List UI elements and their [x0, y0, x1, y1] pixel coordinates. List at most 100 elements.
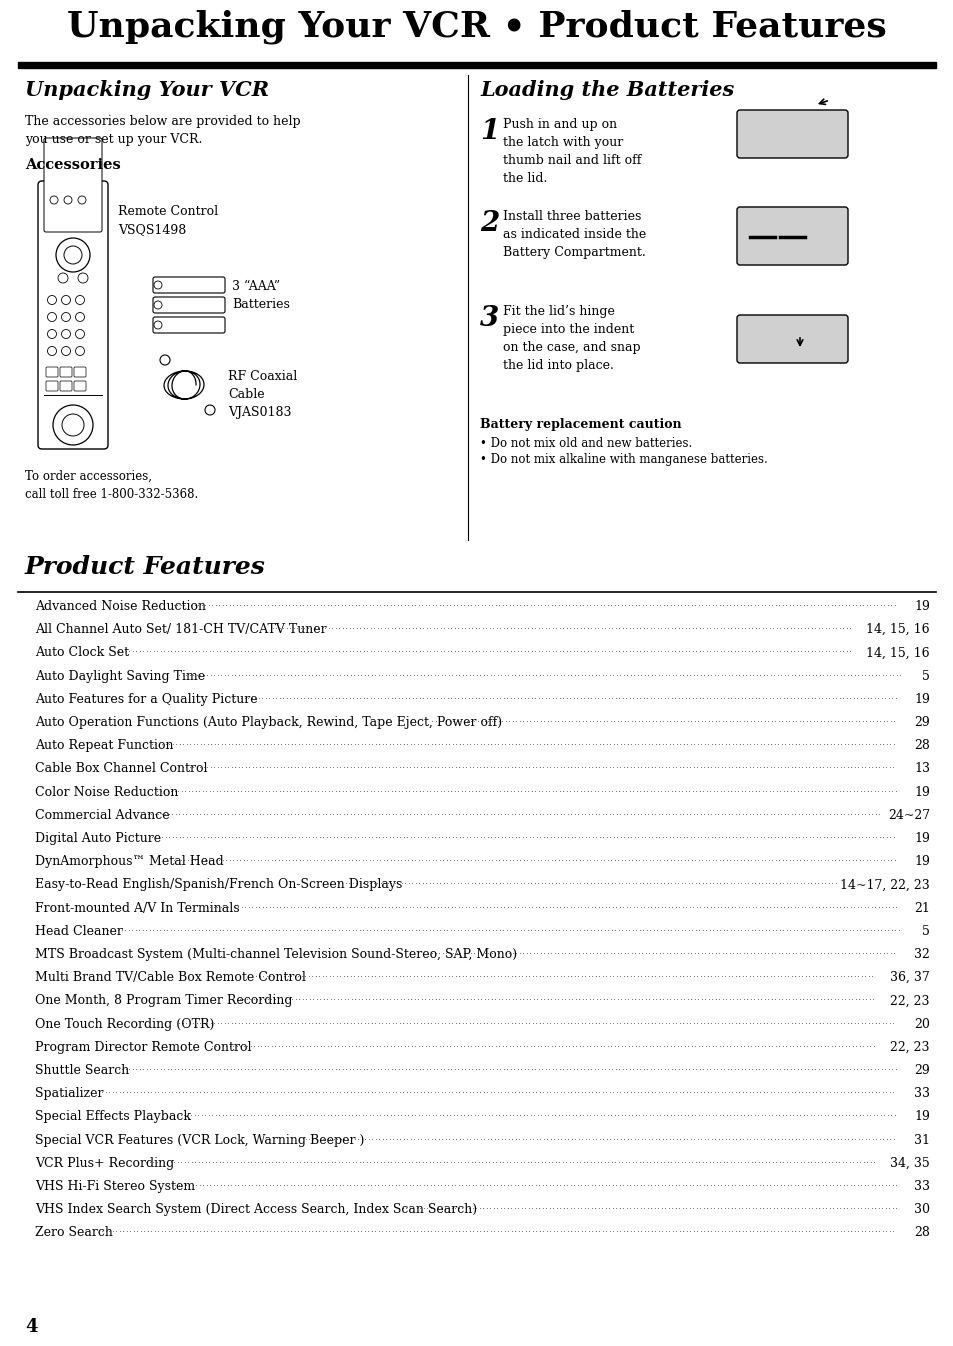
Text: Special VCR Features (VCR Lock, Warning Beeper ): Special VCR Features (VCR Lock, Warning … — [35, 1133, 364, 1147]
Text: Commercial Advance: Commercial Advance — [35, 809, 170, 822]
Text: 19: 19 — [913, 1110, 929, 1124]
Text: MTS Broadcast System (Multi-channel Television Sound-Stereo, SAP, Mono): MTS Broadcast System (Multi-channel Tele… — [35, 948, 517, 961]
Circle shape — [62, 415, 84, 436]
Circle shape — [64, 197, 71, 205]
FancyBboxPatch shape — [44, 139, 102, 232]
FancyBboxPatch shape — [737, 315, 847, 363]
Text: Battery replacement caution: Battery replacement caution — [479, 419, 680, 431]
Text: 4: 4 — [25, 1318, 37, 1337]
Text: VCR Plus+ Recording: VCR Plus+ Recording — [35, 1156, 174, 1170]
Circle shape — [48, 312, 56, 322]
Circle shape — [75, 346, 85, 355]
Text: 14~17, 22, 23: 14~17, 22, 23 — [840, 879, 929, 891]
Text: 29: 29 — [913, 1063, 929, 1077]
Bar — [18, 62, 935, 69]
Text: One Month, 8 Program Timer Recording: One Month, 8 Program Timer Recording — [35, 995, 293, 1007]
Text: The accessories below are provided to help
you use or set up your VCR.: The accessories below are provided to he… — [25, 114, 300, 145]
Circle shape — [53, 405, 92, 446]
Text: 32: 32 — [913, 948, 929, 961]
Text: Special Effects Playback: Special Effects Playback — [35, 1110, 191, 1124]
Text: 19: 19 — [913, 832, 929, 845]
Text: Zero Search: Zero Search — [35, 1226, 112, 1240]
Text: Unpacking Your VCR: Unpacking Your VCR — [25, 79, 269, 100]
Text: 30: 30 — [913, 1203, 929, 1217]
Text: DynAmorphous™ Metal Head: DynAmorphous™ Metal Head — [35, 855, 224, 868]
Text: Front-mounted A/V In Terminals: Front-mounted A/V In Terminals — [35, 902, 239, 914]
Text: Auto Clock Set: Auto Clock Set — [35, 646, 129, 660]
Text: 33: 33 — [913, 1088, 929, 1100]
Circle shape — [61, 330, 71, 338]
Text: • Do not mix old and new batteries.: • Do not mix old and new batteries. — [479, 437, 692, 450]
Text: 19: 19 — [913, 786, 929, 798]
Text: Easy-to-Read English/Spanish/French On-Screen Displays: Easy-to-Read English/Spanish/French On-S… — [35, 879, 402, 891]
Text: 3: 3 — [479, 306, 498, 332]
Circle shape — [78, 197, 86, 205]
Text: 24~27: 24~27 — [887, 809, 929, 822]
FancyBboxPatch shape — [152, 297, 225, 314]
Text: Color Noise Reduction: Color Noise Reduction — [35, 786, 178, 798]
Text: Auto Repeat Function: Auto Repeat Function — [35, 739, 173, 752]
FancyBboxPatch shape — [152, 318, 225, 332]
Text: Auto Operation Functions (Auto Playback, Rewind, Tape Eject, Power off): Auto Operation Functions (Auto Playback,… — [35, 716, 501, 730]
Text: 22, 23: 22, 23 — [889, 1040, 929, 1054]
FancyBboxPatch shape — [38, 180, 108, 450]
Text: 34, 35: 34, 35 — [889, 1156, 929, 1170]
FancyBboxPatch shape — [74, 381, 86, 390]
Text: Cable Box Channel Control: Cable Box Channel Control — [35, 762, 208, 775]
Text: 29: 29 — [913, 716, 929, 730]
Circle shape — [48, 346, 56, 355]
Text: 2: 2 — [479, 210, 498, 237]
Text: 13: 13 — [913, 762, 929, 775]
FancyBboxPatch shape — [152, 277, 225, 293]
Text: Fit the lid’s hinge
piece into the indent
on the case, and snap
the lid into pla: Fit the lid’s hinge piece into the inden… — [502, 306, 640, 371]
FancyBboxPatch shape — [60, 381, 71, 390]
FancyBboxPatch shape — [60, 367, 71, 377]
Text: 14, 15, 16: 14, 15, 16 — [865, 646, 929, 660]
Text: Program Director Remote Control: Program Director Remote Control — [35, 1040, 252, 1054]
Text: 33: 33 — [913, 1180, 929, 1193]
Text: Spatializer: Spatializer — [35, 1088, 103, 1100]
Text: 3 “AAA”
Batteries: 3 “AAA” Batteries — [232, 280, 290, 311]
Text: 14, 15, 16: 14, 15, 16 — [865, 623, 929, 637]
Circle shape — [56, 238, 90, 272]
Text: Product Features: Product Features — [25, 555, 266, 579]
Text: VHS Index Search System (Direct Access Search, Index Scan Search): VHS Index Search System (Direct Access S… — [35, 1203, 476, 1217]
Text: 5: 5 — [922, 925, 929, 938]
Circle shape — [58, 273, 68, 283]
Text: Remote Control
VSQS1498: Remote Control VSQS1498 — [118, 205, 218, 236]
Text: Auto Daylight Saving Time: Auto Daylight Saving Time — [35, 669, 205, 682]
Text: To order accessories,
call toll free 1-800-332-5368.: To order accessories, call toll free 1-8… — [25, 470, 198, 501]
FancyBboxPatch shape — [46, 381, 58, 390]
Text: 5: 5 — [922, 669, 929, 682]
Text: 1: 1 — [479, 118, 498, 145]
FancyBboxPatch shape — [737, 207, 847, 265]
Text: Digital Auto Picture: Digital Auto Picture — [35, 832, 161, 845]
Circle shape — [48, 330, 56, 338]
Circle shape — [153, 302, 162, 310]
Circle shape — [75, 312, 85, 322]
Circle shape — [153, 281, 162, 289]
Text: Auto Features for a Quality Picture: Auto Features for a Quality Picture — [35, 693, 257, 705]
Circle shape — [75, 296, 85, 304]
Text: Advanced Noise Reduction: Advanced Noise Reduction — [35, 600, 206, 612]
Circle shape — [61, 312, 71, 322]
Text: Unpacking Your VCR • Product Features: Unpacking Your VCR • Product Features — [67, 9, 886, 44]
Text: One Touch Recording (OTR): One Touch Recording (OTR) — [35, 1018, 214, 1031]
Circle shape — [48, 296, 56, 304]
Circle shape — [61, 296, 71, 304]
Circle shape — [78, 273, 88, 283]
Text: Head Cleaner: Head Cleaner — [35, 925, 123, 938]
FancyBboxPatch shape — [46, 367, 58, 377]
FancyBboxPatch shape — [737, 110, 847, 157]
Text: 31: 31 — [913, 1133, 929, 1147]
Text: 21: 21 — [913, 902, 929, 914]
Text: Push in and up on
the latch with your
thumb nail and lift off
the lid.: Push in and up on the latch with your th… — [502, 118, 640, 184]
Text: 19: 19 — [913, 600, 929, 612]
Text: All Channel Auto Set/ 181-CH TV/CATV Tuner: All Channel Auto Set/ 181-CH TV/CATV Tun… — [35, 623, 326, 637]
Text: Accessories: Accessories — [25, 157, 121, 172]
Circle shape — [160, 355, 170, 365]
Text: 19: 19 — [913, 855, 929, 868]
Text: Shuttle Search: Shuttle Search — [35, 1063, 129, 1077]
Text: 28: 28 — [913, 739, 929, 752]
Circle shape — [205, 405, 214, 415]
